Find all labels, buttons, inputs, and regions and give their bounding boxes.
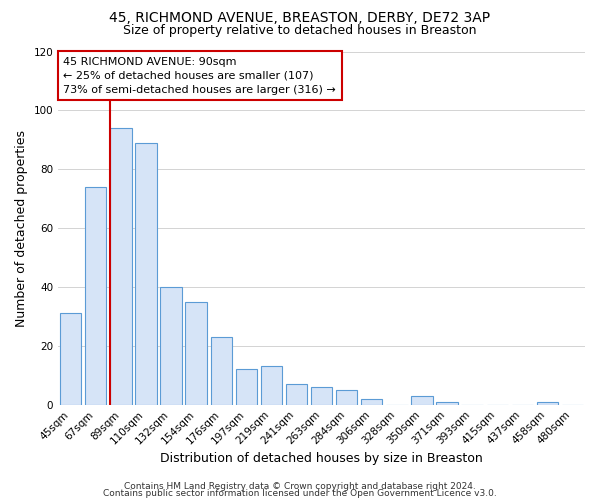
Text: Contains public sector information licensed under the Open Government Licence v3: Contains public sector information licen… bbox=[103, 489, 497, 498]
Bar bbox=[136, 142, 157, 404]
Bar bbox=[261, 366, 282, 405]
Bar bbox=[185, 302, 207, 405]
Bar bbox=[236, 370, 257, 404]
Bar bbox=[311, 387, 332, 404]
Text: Contains HM Land Registry data © Crown copyright and database right 2024.: Contains HM Land Registry data © Crown c… bbox=[124, 482, 476, 491]
Bar bbox=[361, 399, 382, 404]
Bar bbox=[336, 390, 358, 404]
Text: 45 RICHMOND AVENUE: 90sqm
← 25% of detached houses are smaller (107)
73% of semi: 45 RICHMOND AVENUE: 90sqm ← 25% of detac… bbox=[64, 57, 336, 95]
Bar bbox=[60, 314, 82, 404]
Bar bbox=[436, 402, 458, 404]
Text: 45, RICHMOND AVENUE, BREASTON, DERBY, DE72 3AP: 45, RICHMOND AVENUE, BREASTON, DERBY, DE… bbox=[109, 11, 491, 25]
Y-axis label: Number of detached properties: Number of detached properties bbox=[15, 130, 28, 326]
Bar bbox=[411, 396, 433, 404]
Bar bbox=[160, 287, 182, 405]
Bar bbox=[286, 384, 307, 404]
Bar bbox=[211, 337, 232, 404]
Text: Size of property relative to detached houses in Breaston: Size of property relative to detached ho… bbox=[123, 24, 477, 37]
X-axis label: Distribution of detached houses by size in Breaston: Distribution of detached houses by size … bbox=[160, 452, 483, 465]
Bar bbox=[85, 187, 106, 404]
Bar bbox=[110, 128, 131, 404]
Bar bbox=[537, 402, 558, 404]
